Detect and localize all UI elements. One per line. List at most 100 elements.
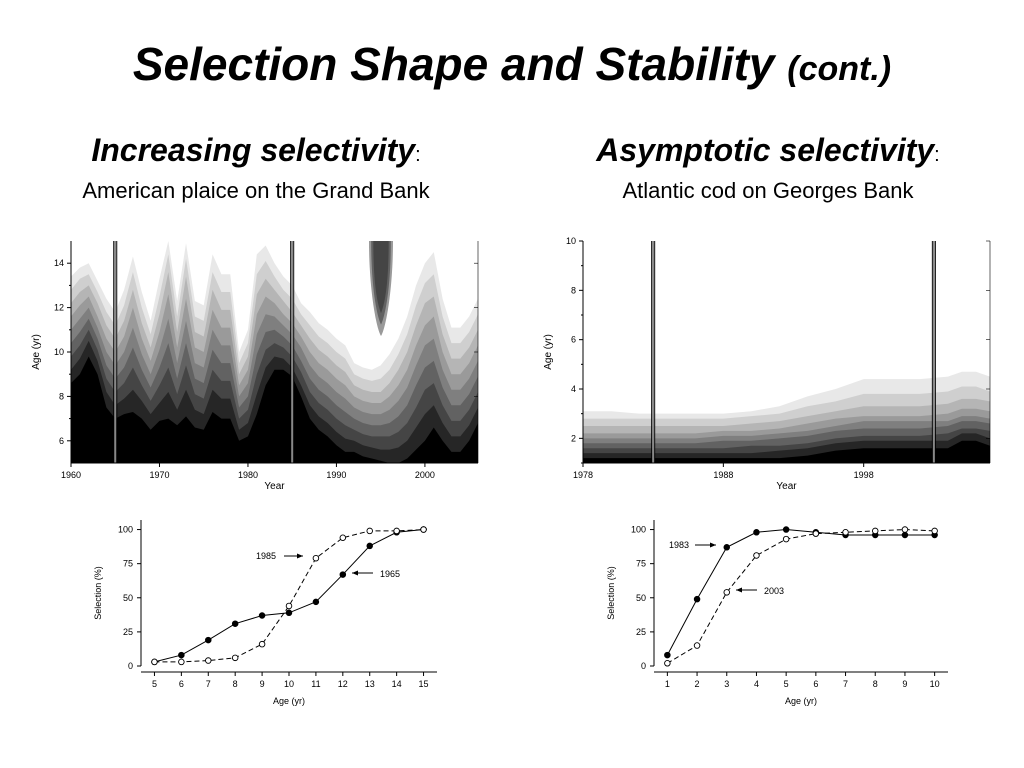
x-tick-label: 8 — [873, 679, 878, 689]
y-tick-label: 10 — [54, 347, 64, 357]
x-tick-label: 9 — [902, 679, 907, 689]
x-tick-label: 11 — [311, 679, 320, 689]
slide-title-main: Selection Shape and Stability — [132, 38, 775, 90]
x-axis-label: Age (yr) — [785, 696, 817, 706]
data-point-2003 — [723, 589, 731, 596]
data-point-1983 — [664, 651, 671, 659]
x-tick-label: 10 — [284, 679, 294, 689]
data-point-2003 — [812, 530, 820, 537]
x-tick-label: 2 — [695, 679, 700, 689]
data-point-2003 — [693, 642, 701, 649]
y-tick-label: 25 — [636, 627, 646, 637]
data-point-2003 — [931, 527, 938, 535]
left-panel-subheading: American plaice on the Grand Bank — [82, 178, 430, 203]
data-point-1985 — [178, 658, 185, 666]
annotation-arrow-head-1983 — [710, 542, 716, 548]
annotation-arrow-head-1965 — [352, 570, 358, 576]
marked-year-band-1983 — [652, 241, 655, 463]
series-line-1983 — [666, 529, 935, 656]
data-point-2003 — [901, 526, 909, 533]
x-tick-label: 7 — [843, 679, 848, 689]
y-tick-label: 75 — [123, 559, 133, 569]
y-tick-label: 12 — [54, 303, 64, 313]
x-tick-label: 1 — [665, 679, 670, 689]
y-axis-label: Selection (%) — [93, 566, 103, 620]
x-tick-label: 1988 — [713, 470, 733, 480]
data-point-1983 — [901, 531, 909, 539]
x-tick-label: 5 — [784, 679, 789, 689]
x-tick-label: 1980 — [238, 470, 258, 480]
series-line-1985 — [154, 529, 424, 663]
x-tick-label: 7 — [206, 679, 211, 689]
left-panel-colon: : — [415, 144, 421, 166]
x-tick-label: 10 — [930, 679, 940, 689]
annotation-label-1983: 1983 — [669, 540, 689, 550]
annotation-arrow-head-2003 — [736, 587, 742, 593]
y-tick-label: 100 — [631, 525, 646, 535]
x-tick-label: 15 — [419, 679, 429, 689]
x-axis-label: Year — [776, 481, 797, 492]
x-tick-label: 2000 — [415, 470, 435, 480]
data-point-1965 — [231, 620, 239, 627]
y-tick-label: 50 — [123, 593, 133, 603]
y-axis-label: Age (yr) — [31, 334, 42, 370]
y-tick-label: 8 — [571, 285, 576, 295]
y-tick-label: 8 — [59, 391, 64, 401]
annotation-label-1965: 1965 — [380, 569, 400, 579]
data-point-1983 — [693, 595, 701, 603]
marked-year-band-1965 — [114, 241, 117, 463]
right-panel-colon: : — [934, 144, 940, 166]
data-point-1985 — [366, 527, 373, 535]
data-point-2003 — [842, 529, 849, 536]
data-point-1985 — [393, 527, 400, 535]
x-axis-label: Age (yr) — [273, 696, 305, 706]
data-point-1965 — [366, 542, 373, 550]
right-panel-header: Asymptotic selectivity: Atlantic cod on … — [512, 130, 1024, 207]
slide-title-suffix: (cont.) — [787, 50, 892, 88]
data-point-1985 — [312, 554, 320, 562]
data-point-1965 — [312, 598, 320, 606]
x-tick-label: 6 — [179, 679, 184, 689]
annotation-label-1985: 1985 — [256, 551, 276, 561]
y-axis-label: Age (yr) — [543, 334, 554, 370]
x-tick-label: 3 — [724, 679, 729, 689]
y-tick-label: 10 — [566, 236, 576, 246]
data-point-2003 — [782, 535, 790, 543]
y-tick-label: 0 — [128, 661, 133, 671]
slide-title: Selection Shape and Stability (cont.) — [0, 36, 1024, 97]
x-tick-label: 1990 — [326, 470, 346, 480]
data-point-1985 — [205, 657, 212, 664]
data-point-2003 — [664, 660, 671, 667]
right-panel-subheading: Atlantic cod on Georges Bank — [622, 178, 914, 203]
data-point-1985 — [258, 640, 266, 648]
contour-band-1 — [71, 356, 478, 463]
x-tick-label: 9 — [260, 679, 265, 689]
y-tick-label: 2 — [571, 433, 576, 443]
x-tick-label: 4 — [754, 679, 759, 689]
x-tick-label: 1970 — [149, 470, 169, 480]
x-axis-label: Year — [264, 481, 285, 492]
data-point-1985 — [231, 654, 239, 662]
x-tick-label: 1960 — [61, 470, 81, 480]
y-tick-label: 6 — [571, 335, 576, 345]
data-point-2003 — [753, 552, 760, 559]
x-tick-label: 5 — [152, 679, 157, 689]
data-point-1983 — [782, 526, 790, 533]
y-tick-label: 100 — [118, 525, 133, 535]
x-tick-label: 8 — [233, 679, 238, 689]
annotation-arrow-head-1985 — [297, 553, 303, 559]
x-tick-label: 14 — [392, 679, 402, 689]
data-point-1965 — [285, 609, 293, 617]
y-axis-label: Selection (%) — [606, 566, 616, 620]
x-tick-label: 6 — [813, 679, 818, 689]
data-point-1985 — [339, 534, 347, 541]
series-line-2003 — [667, 529, 935, 664]
right-panel-heading: Asymptotic selectivity — [596, 132, 935, 168]
data-point-1983 — [753, 529, 760, 536]
marked-year-band-1985 — [291, 241, 294, 463]
data-point-1985 — [285, 602, 293, 610]
data-point-1965 — [205, 636, 212, 644]
